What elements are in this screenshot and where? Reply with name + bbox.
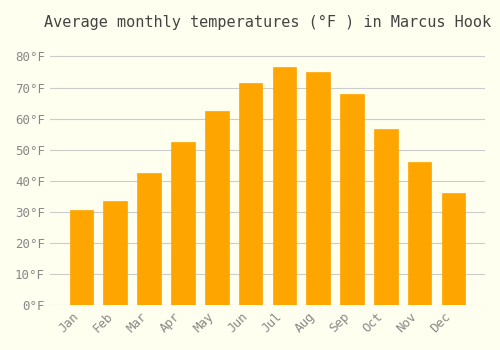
Bar <box>340 94 364 305</box>
Bar <box>70 210 94 305</box>
Bar <box>306 72 330 305</box>
Bar <box>374 130 398 305</box>
Bar <box>272 67 296 305</box>
Bar <box>238 83 262 305</box>
Bar <box>205 111 229 305</box>
Bar <box>408 162 432 305</box>
Bar <box>442 193 465 305</box>
Bar <box>171 142 194 305</box>
Bar <box>104 201 127 305</box>
Title: Average monthly temperatures (°F ) in Marcus Hook: Average monthly temperatures (°F ) in Ma… <box>44 15 491 30</box>
Bar <box>138 173 161 305</box>
